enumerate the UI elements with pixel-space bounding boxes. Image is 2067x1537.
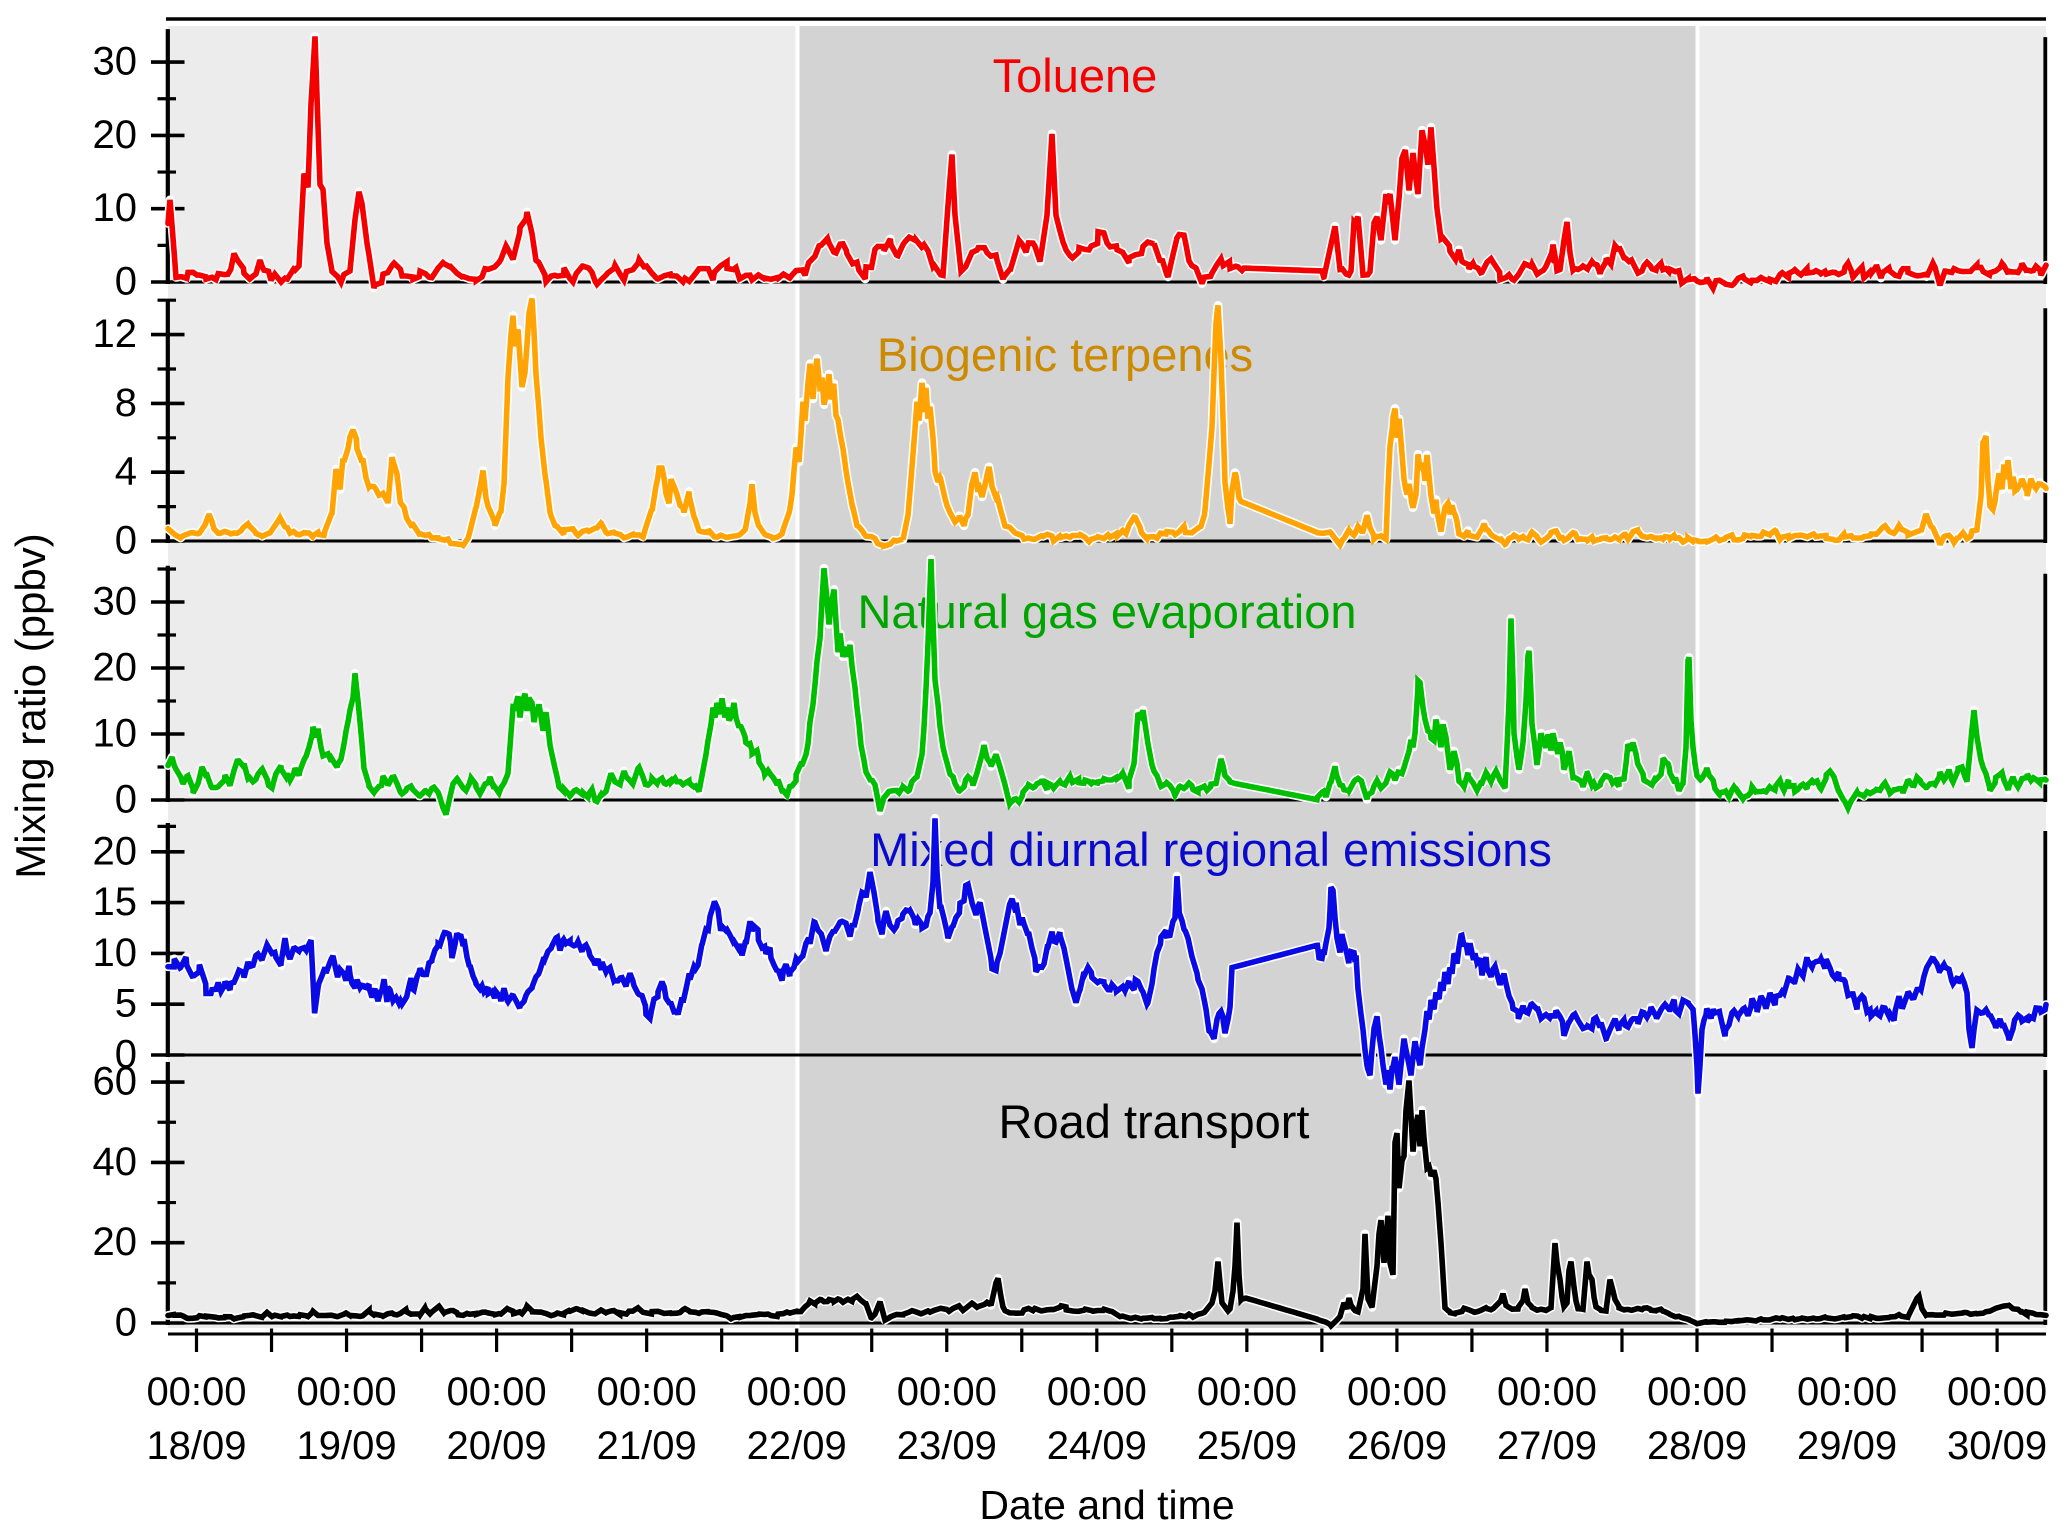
- svg-text:00:00: 00:00: [1197, 1370, 1297, 1414]
- svg-text:20: 20: [93, 1220, 138, 1264]
- svg-text:4: 4: [115, 450, 137, 494]
- svg-text:30: 30: [93, 40, 138, 84]
- svg-text:12: 12: [93, 312, 138, 356]
- svg-text:Biogenic terpenes: Biogenic terpenes: [877, 328, 1253, 381]
- svg-text:00:00: 00:00: [146, 1370, 246, 1414]
- svg-text:0: 0: [115, 1033, 137, 1077]
- svg-text:00:00: 00:00: [597, 1370, 697, 1414]
- svg-text:27/09: 27/09: [1497, 1424, 1597, 1468]
- svg-text:20: 20: [93, 646, 138, 690]
- svg-text:21/09: 21/09: [597, 1424, 697, 1468]
- svg-text:20/09: 20/09: [447, 1424, 547, 1468]
- svg-text:18/09: 18/09: [146, 1424, 246, 1468]
- svg-text:40: 40: [93, 1140, 138, 1184]
- svg-text:Mixed diurnal regional emissio: Mixed diurnal regional emissions: [870, 823, 1552, 876]
- svg-text:28/09: 28/09: [1647, 1424, 1747, 1468]
- svg-text:0: 0: [115, 519, 137, 563]
- svg-text:Mixing ratio (ppbv): Mixing ratio (ppbv): [7, 533, 54, 878]
- svg-text:29/09: 29/09: [1797, 1424, 1897, 1468]
- svg-text:00:00: 00:00: [1647, 1370, 1747, 1414]
- svg-text:Date and time: Date and time: [979, 1482, 1234, 1528]
- svg-text:00:00: 00:00: [1047, 1370, 1147, 1414]
- svg-text:00:00: 00:00: [1347, 1370, 1447, 1414]
- svg-text:Natural gas evaporation: Natural gas evaporation: [857, 585, 1356, 638]
- svg-text:00:00: 00:00: [447, 1370, 547, 1414]
- svg-text:15: 15: [93, 880, 138, 924]
- svg-text:00:00: 00:00: [1797, 1370, 1897, 1414]
- svg-text:22/09: 22/09: [747, 1424, 847, 1468]
- svg-text:24/09: 24/09: [1047, 1424, 1147, 1468]
- svg-text:00:00: 00:00: [747, 1370, 847, 1414]
- svg-text:30/09: 30/09: [1947, 1424, 2047, 1468]
- svg-text:25/09: 25/09: [1197, 1424, 1297, 1468]
- svg-text:26/09: 26/09: [1347, 1424, 1447, 1468]
- svg-text:0: 0: [115, 778, 137, 822]
- svg-text:5: 5: [115, 982, 137, 1026]
- svg-text:19/09: 19/09: [297, 1424, 397, 1468]
- svg-text:10: 10: [93, 186, 138, 230]
- svg-text:00:00: 00:00: [297, 1370, 397, 1414]
- svg-text:0: 0: [115, 260, 137, 304]
- svg-text:8: 8: [115, 381, 137, 425]
- svg-text:10: 10: [93, 712, 138, 756]
- svg-text:00:00: 00:00: [1947, 1370, 2047, 1414]
- svg-text:0: 0: [115, 1301, 137, 1345]
- svg-text:10: 10: [93, 931, 138, 975]
- svg-text:23/09: 23/09: [897, 1424, 997, 1468]
- svg-text:20: 20: [93, 113, 138, 157]
- svg-text:60: 60: [93, 1060, 138, 1104]
- svg-text:30: 30: [93, 580, 138, 624]
- svg-text:00:00: 00:00: [897, 1370, 997, 1414]
- svg-text:Road transport: Road transport: [999, 1095, 1310, 1148]
- svg-text:20: 20: [93, 829, 138, 873]
- svg-text:Toluene: Toluene: [993, 49, 1158, 102]
- svg-text:00:00: 00:00: [1497, 1370, 1597, 1414]
